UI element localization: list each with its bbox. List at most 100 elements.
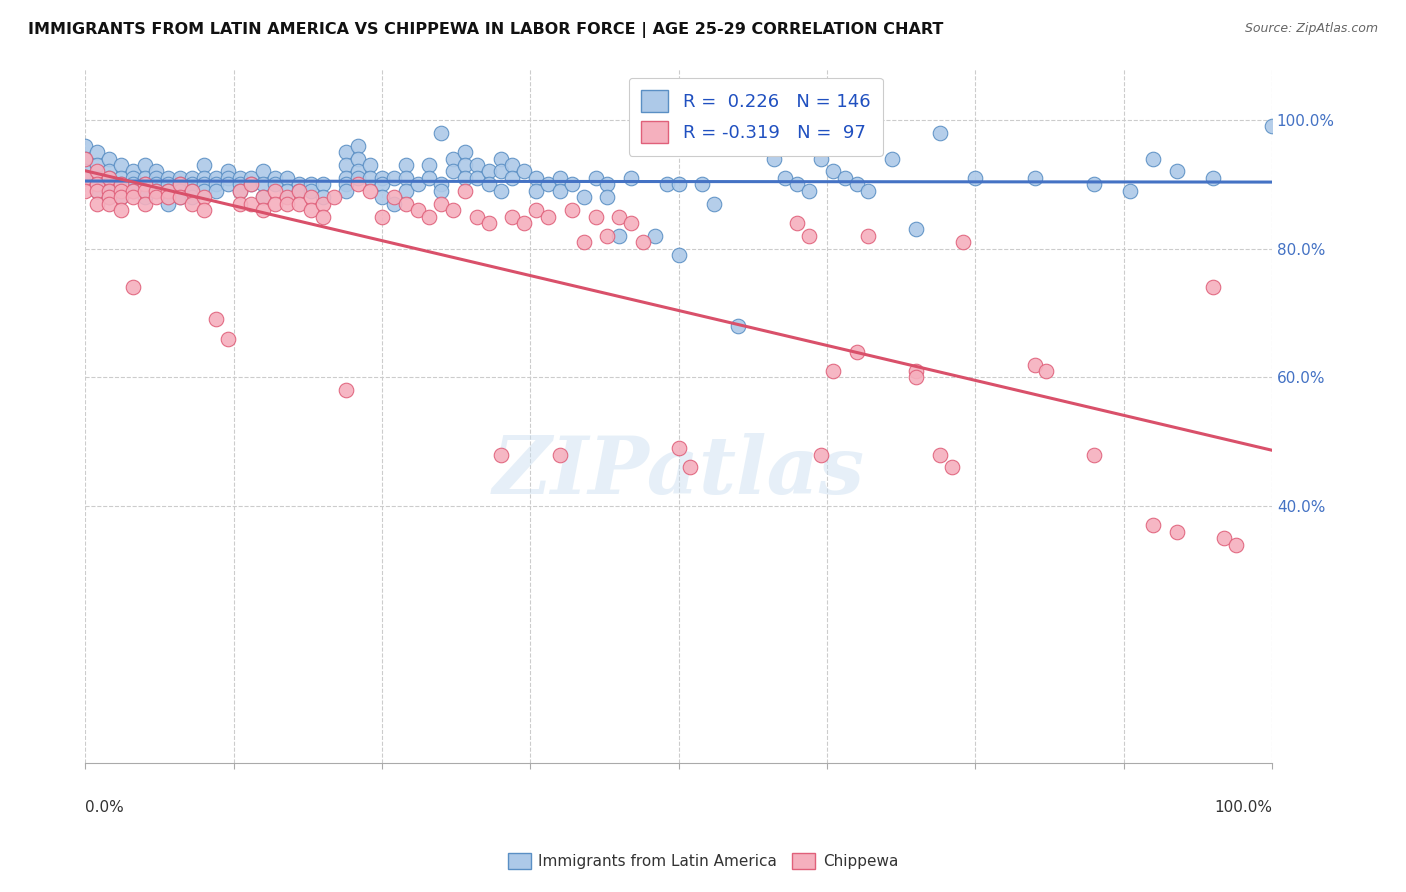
Point [276, 170, 298, 185]
Point [430, 196, 453, 211]
Point [631, 235, 654, 250]
Point [228, 170, 250, 185]
Point [1083, 448, 1105, 462]
Point [110, 178, 132, 192]
Point [655, 178, 678, 192]
Point [217, 170, 239, 185]
Point [359, 158, 381, 172]
Point [157, 184, 180, 198]
Point [86, 184, 108, 198]
Point [240, 178, 263, 192]
Point [75, 184, 97, 198]
Point [145, 170, 167, 185]
Point [501, 210, 523, 224]
Point [205, 312, 228, 326]
Point [228, 184, 250, 198]
Point [1201, 280, 1223, 294]
Point [513, 164, 536, 178]
Point [596, 178, 619, 192]
Point [572, 235, 595, 250]
Point [335, 170, 357, 185]
Point [193, 170, 215, 185]
Point [418, 170, 440, 185]
Point [181, 184, 204, 198]
Point [228, 178, 250, 192]
Point [193, 178, 215, 192]
Point [98, 196, 121, 211]
Point [205, 184, 228, 198]
Point [537, 178, 560, 192]
Point [882, 152, 904, 166]
Point [406, 178, 429, 192]
Point [252, 164, 274, 178]
Point [75, 138, 97, 153]
Point [98, 184, 121, 198]
Point [395, 158, 418, 172]
Point [928, 126, 950, 140]
Point [395, 196, 418, 211]
Point [98, 152, 121, 166]
Point [1166, 164, 1188, 178]
Point [585, 170, 607, 185]
Point [193, 190, 215, 204]
Point [1024, 170, 1046, 185]
Point [145, 184, 167, 198]
Point [240, 170, 263, 185]
Point [86, 164, 108, 178]
Point [501, 170, 523, 185]
Point [371, 170, 394, 185]
Point [98, 184, 121, 198]
Point [193, 158, 215, 172]
Point [810, 152, 832, 166]
Point [110, 184, 132, 198]
Legend: Immigrants from Latin America, Chippewa: Immigrants from Latin America, Chippewa [502, 847, 904, 875]
Point [607, 210, 630, 224]
Point [110, 170, 132, 185]
Point [217, 178, 239, 192]
Text: IMMIGRANTS FROM LATIN AMERICA VS CHIPPEWA IN LABOR FORCE | AGE 25-29 CORRELATION: IMMIGRANTS FROM LATIN AMERICA VS CHIPPEW… [28, 22, 943, 38]
Point [157, 178, 180, 192]
Point [335, 178, 357, 192]
Point [75, 164, 97, 178]
Point [561, 203, 583, 218]
Point [904, 370, 927, 384]
Point [252, 190, 274, 204]
Point [430, 178, 453, 192]
Point [288, 178, 311, 192]
Point [904, 364, 927, 378]
Point [679, 460, 702, 475]
Point [276, 184, 298, 198]
Point [501, 158, 523, 172]
Point [596, 228, 619, 243]
Point [134, 178, 156, 192]
Point [454, 158, 477, 172]
Point [668, 441, 690, 455]
Point [620, 170, 643, 185]
Point [217, 164, 239, 178]
Point [110, 190, 132, 204]
Point [821, 364, 844, 378]
Point [1024, 358, 1046, 372]
Point [75, 152, 97, 166]
Point [228, 196, 250, 211]
Point [347, 152, 370, 166]
Point [110, 190, 132, 204]
Point [157, 190, 180, 204]
Point [169, 178, 191, 192]
Point [311, 210, 333, 224]
Point [252, 190, 274, 204]
Point [169, 190, 191, 204]
Point [145, 190, 167, 204]
Point [157, 190, 180, 204]
Point [858, 228, 880, 243]
Point [86, 178, 108, 192]
Point [323, 190, 346, 204]
Point [288, 184, 311, 198]
Point [264, 170, 287, 185]
Point [845, 178, 868, 192]
Point [620, 216, 643, 230]
Point [952, 235, 974, 250]
Point [727, 318, 749, 333]
Point [430, 126, 453, 140]
Point [513, 216, 536, 230]
